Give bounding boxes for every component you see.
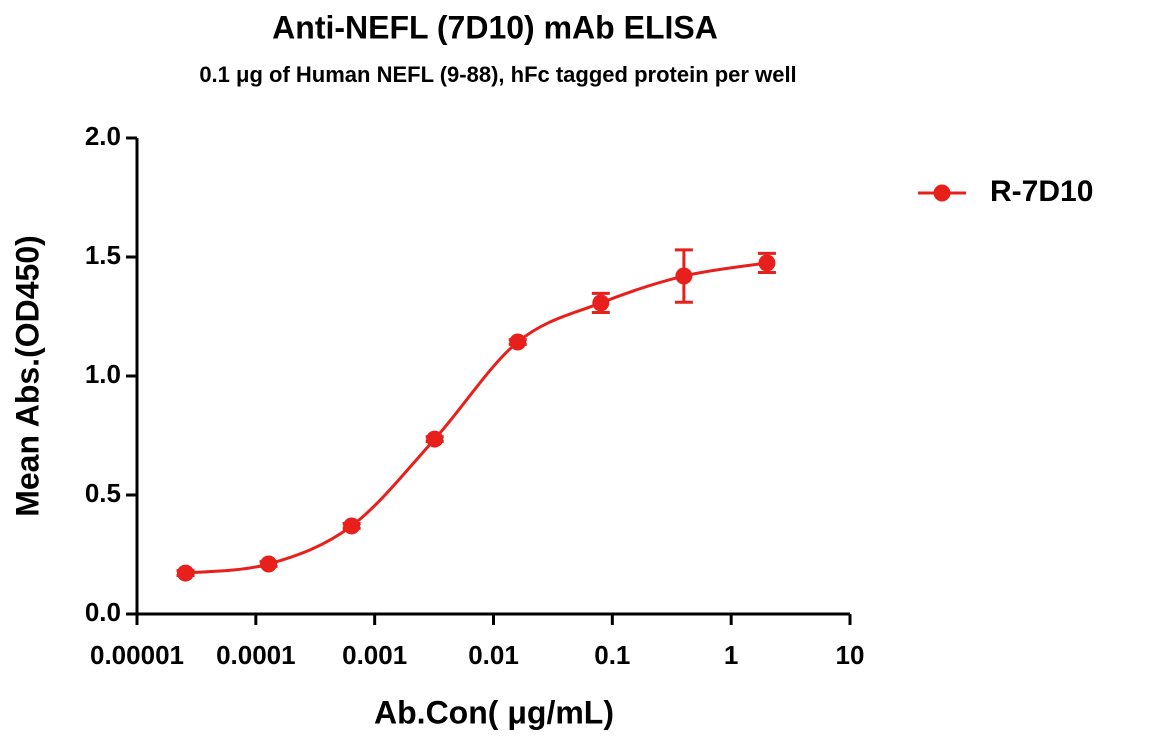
chart-title: Anti-NEFL (7D10) mAb ELISA xyxy=(272,9,718,45)
legend-marker xyxy=(934,185,951,202)
data-point xyxy=(758,254,775,271)
x-tick-label: 0.00001 xyxy=(90,640,184,670)
y-tick-label: 2.0 xyxy=(85,121,121,151)
data-point xyxy=(426,431,443,448)
x-tick-label: 0.001 xyxy=(342,640,407,670)
data-point xyxy=(675,268,692,285)
x-axis-label: Ab.Con( μg/mL) xyxy=(374,694,614,730)
y-tick-label: 1.5 xyxy=(85,240,121,270)
x-tick-label: 0.1 xyxy=(594,640,630,670)
x-tick-label: 10 xyxy=(836,640,865,670)
chart-subtitle: 0.1 μg of Human NEFL (9-88), hFc tagged … xyxy=(199,62,796,87)
legend-label: R-7D10 xyxy=(990,175,1093,208)
y-tick-label: 0.5 xyxy=(85,478,121,508)
y-axis-label: Mean Abs.(OD450) xyxy=(9,235,45,517)
data-point xyxy=(260,556,277,573)
x-tick-label: 1 xyxy=(724,640,738,670)
x-tick-label: 0.01 xyxy=(468,640,519,670)
y-tick-label: 0.0 xyxy=(85,597,121,627)
chart: Anti-NEFL (7D10) mAb ELISA 0.1 μg of Hum… xyxy=(0,0,1154,740)
y-tick-label: 1.0 xyxy=(85,359,121,389)
data-point xyxy=(177,565,194,582)
series-line xyxy=(186,263,767,573)
data-point xyxy=(592,294,609,311)
x-tick-label: 0.0001 xyxy=(216,640,296,670)
data-point xyxy=(509,333,526,350)
data-point xyxy=(343,517,360,534)
